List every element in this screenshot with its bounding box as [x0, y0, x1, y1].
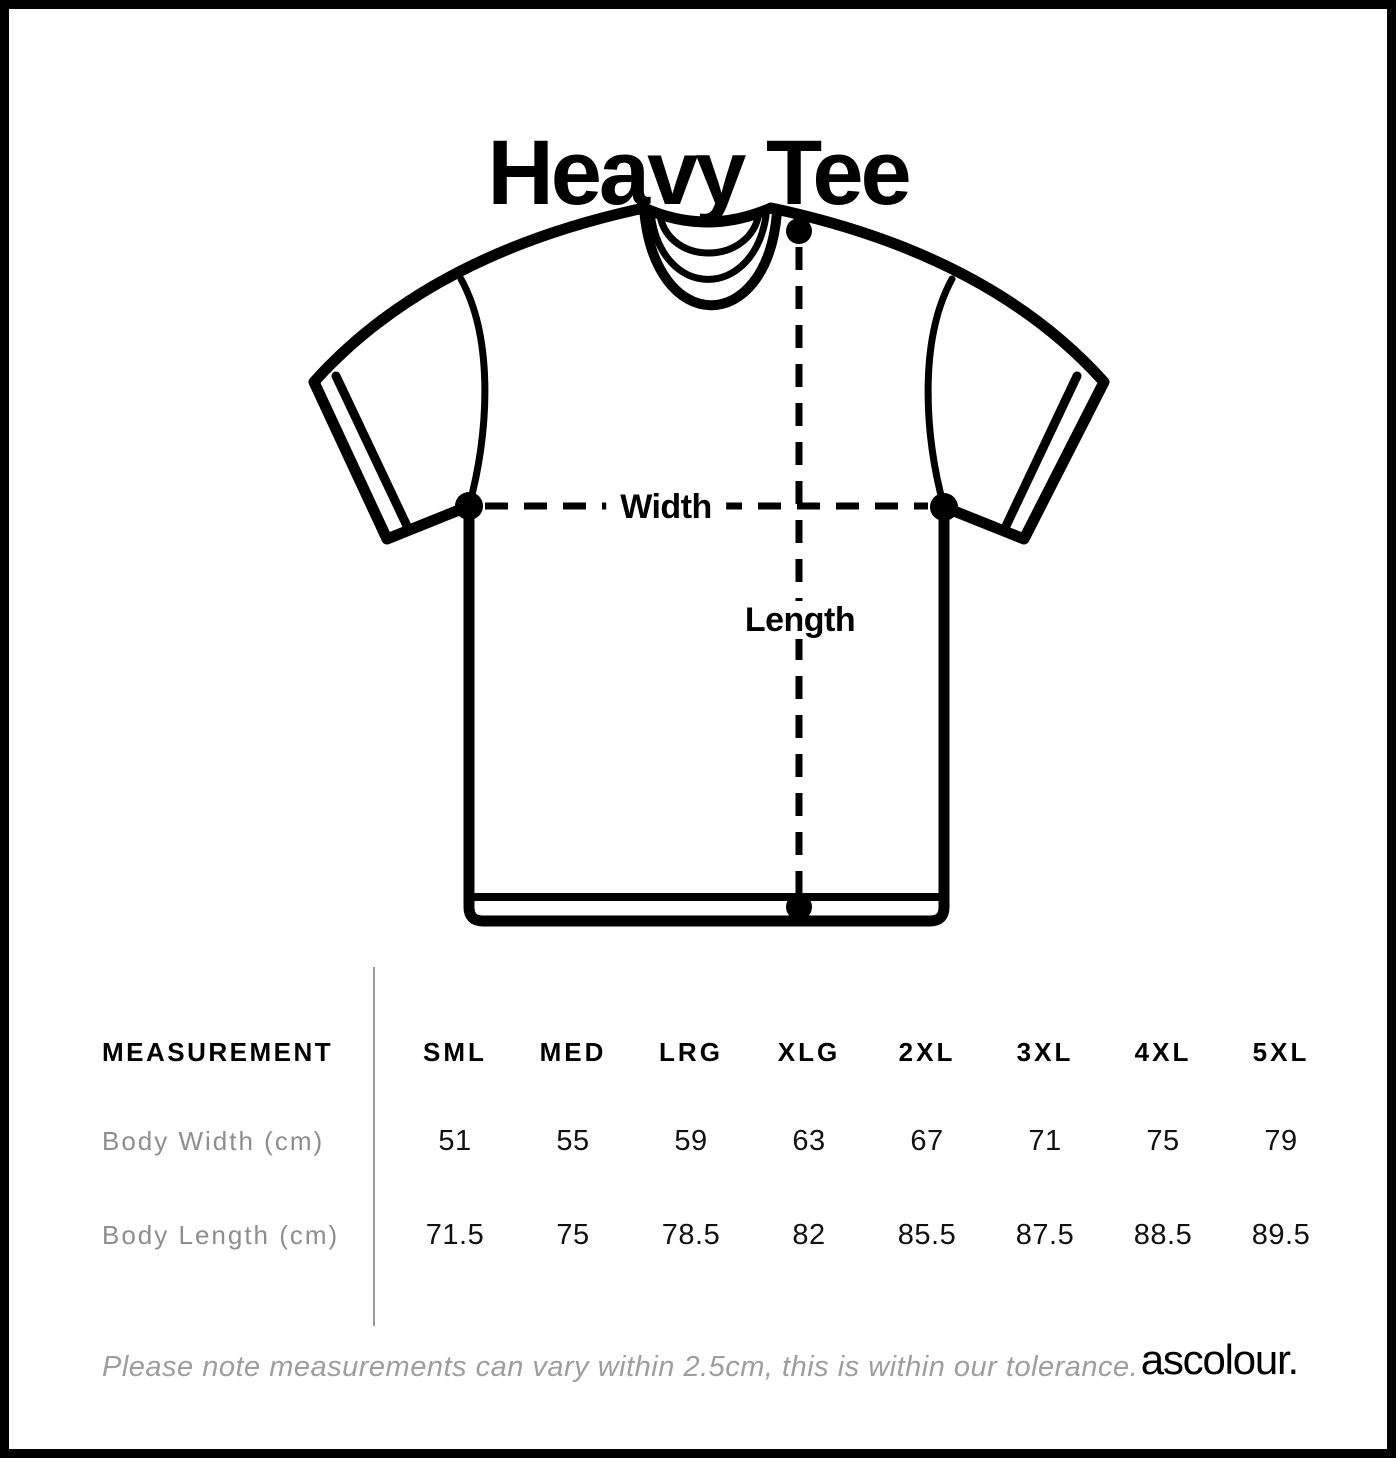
row-label-body-length: Body Length (cm) — [102, 1220, 340, 1250]
body-length-med: 75 — [556, 1219, 590, 1251]
body-width-lrg: 59 — [674, 1125, 708, 1157]
size-header-5xl: 5XL — [1252, 1037, 1310, 1067]
collar-rib-curve-1 — [647, 209, 770, 283]
hem-anchor-dot — [786, 894, 812, 920]
row-label-body-width: Body Width (cm) — [102, 1126, 325, 1156]
body-width-3xl: 71 — [1028, 1125, 1062, 1157]
body-width-5xl: 79 — [1264, 1125, 1298, 1157]
body-length-xlg: 82 — [792, 1219, 826, 1251]
collar-outer-curve — [639, 203, 782, 311]
body-width-sml: 51 — [438, 1125, 472, 1157]
size-header-2xl: 2XL — [898, 1037, 956, 1067]
shoulder-anchor-dot — [786, 218, 812, 244]
size-header-med: MED — [539, 1037, 607, 1067]
measurement-header: MEASUREMENT — [102, 1037, 334, 1067]
left-armpit-anchor-dot — [455, 492, 483, 520]
body-width-row: Body Width (cm) 51 55 59 63 67 71 75 79 — [102, 1127, 1340, 1156]
tolerance-note: Please note measurements can vary within… — [102, 1351, 1139, 1383]
size-header-lrg: LRG — [659, 1037, 723, 1067]
size-header-xlg: XLG — [777, 1037, 841, 1067]
body-length-4xl: 88.5 — [1133, 1219, 1193, 1251]
body-length-2xl: 85.5 — [897, 1219, 957, 1251]
body-width-2xl: 67 — [910, 1125, 944, 1157]
size-header-sml: SML — [423, 1037, 487, 1067]
body-length-5xl: 89.5 — [1251, 1219, 1311, 1251]
right-cuff-band-line — [1001, 371, 1082, 531]
left-shoulder-seam — [457, 275, 489, 510]
table-vertical-divider — [373, 967, 375, 1326]
length-measure-label: Length — [730, 601, 870, 639]
body-width-4xl: 75 — [1146, 1125, 1180, 1157]
body-width-xlg: 63 — [792, 1125, 826, 1157]
page-title: Heavy Tee — [487, 121, 911, 224]
width-measure-label: Width — [606, 488, 726, 526]
size-header-3xl: 3XL — [1016, 1037, 1074, 1067]
tshirt-outline — [308, 202, 1110, 927]
body-length-3xl: 87.5 — [1015, 1219, 1075, 1251]
body-length-lrg: 78.5 — [661, 1219, 721, 1251]
right-armpit-anchor-dot — [930, 493, 958, 521]
brand-logo: ascolour. — [1140, 1336, 1300, 1383]
size-table-header-row: MEASUREMENT SML MED LRG XLG 2XL 3XL 4XL … — [102, 1039, 1340, 1065]
right-shoulder-seam — [924, 275, 956, 511]
tshirt-diagram — [308, 202, 1110, 927]
body-width-med: 55 — [556, 1125, 590, 1157]
size-header-4xl: 4XL — [1134, 1037, 1192, 1067]
body-length-sml: 71.5 — [425, 1219, 485, 1251]
body-length-row: Body Length (cm) 71.5 75 78.5 82 85.5 87… — [102, 1221, 1340, 1250]
collar-rib-curve-2 — [656, 212, 762, 257]
left-cuff-band-line — [331, 371, 412, 531]
